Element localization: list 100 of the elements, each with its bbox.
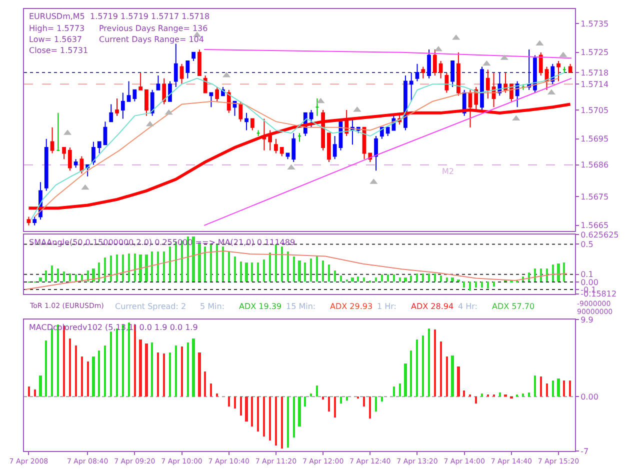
bar: [416, 274, 418, 282]
bar: [192, 338, 195, 397]
bar: [428, 328, 430, 397]
candlestick: [244, 112, 248, 131]
bar: [310, 394, 312, 397]
bar: [422, 336, 424, 397]
bar: [410, 350, 412, 397]
candlestick: [486, 69, 490, 100]
bar: [375, 278, 377, 282]
annotation: High= 1.5773: [29, 24, 85, 33]
bar: [92, 356, 95, 397]
bar: [293, 256, 295, 282]
bar: [416, 340, 418, 397]
bar: [145, 254, 148, 282]
candlestick: [32, 216, 37, 226]
candlestick: [415, 63, 420, 82]
candlestick: [192, 52, 196, 62]
candlestick: [326, 132, 331, 162]
bar: [457, 366, 460, 397]
candlestick: [521, 84, 526, 90]
candlestick: [533, 54, 537, 94]
text: ADX 57.70: [492, 302, 535, 311]
bar: [275, 244, 277, 282]
y-tick-label: 1.5675: [580, 192, 609, 202]
bar: [340, 276, 342, 282]
bar: [204, 246, 206, 282]
candlestick: [56, 112, 60, 151]
candlestick: [556, 60, 560, 82]
candlestick: [409, 72, 414, 102]
bar: [57, 268, 59, 282]
bar: [110, 332, 112, 397]
bar: [151, 252, 153, 282]
bar: [157, 252, 159, 282]
bar: [534, 376, 536, 397]
bar: [357, 276, 359, 282]
bar: [81, 356, 83, 397]
bar: [128, 254, 130, 282]
candlestick: [456, 52, 460, 96]
bar: [546, 384, 548, 397]
bar: [304, 262, 306, 282]
candlestick: [74, 158, 78, 168]
bar: [540, 376, 542, 397]
bar: [281, 246, 283, 282]
bar: [310, 258, 312, 282]
bar: [557, 378, 560, 397]
bar: [281, 396, 283, 449]
text: ADX 19.39: [239, 302, 282, 311]
candlestick: [450, 60, 454, 88]
candlestick: [404, 74, 408, 131]
y-tick-label: 1.5686: [580, 160, 609, 170]
bar: [304, 396, 306, 407]
bar: [269, 396, 271, 441]
candlestick: [144, 89, 148, 116]
bar: [434, 274, 436, 282]
candlestick: [274, 138, 278, 154]
candlestick: [44, 138, 48, 192]
bar: [69, 274, 71, 282]
ref-line-label: M2: [442, 167, 454, 176]
bar: [263, 396, 265, 437]
candlestick: [138, 72, 142, 90]
bar: [387, 274, 389, 282]
bar: [122, 254, 124, 282]
candlestick: [232, 100, 237, 116]
bar: [204, 372, 206, 397]
text: ADX 29.93: [330, 302, 373, 311]
candlestick: [427, 48, 431, 79]
y-tick-label: 1.5725: [580, 48, 609, 58]
bar: [451, 356, 454, 397]
bar: [404, 278, 407, 282]
y-tick-label: 1.5718: [580, 68, 609, 78]
bar: [240, 262, 242, 282]
candlestick: [527, 48, 532, 90]
bar: [563, 380, 565, 397]
bar: [110, 256, 112, 282]
bar: [322, 260, 324, 282]
bar: [540, 268, 542, 282]
candlestick: [298, 132, 302, 142]
bar: [222, 246, 224, 282]
bar: [169, 352, 171, 397]
bar: [293, 396, 295, 438]
bar: [210, 244, 212, 282]
bar: [192, 236, 195, 282]
bar: [57, 324, 59, 397]
bar: [493, 282, 495, 287]
candlestick: [50, 126, 54, 154]
bar: [75, 274, 77, 282]
bar: [393, 274, 395, 282]
point: [482, 60, 491, 66]
bar: [487, 282, 489, 289]
candlestick: [68, 147, 72, 172]
bar: [216, 244, 218, 282]
bar: [240, 396, 242, 416]
candlestick: [174, 43, 178, 88]
bar: [198, 242, 201, 282]
candlestick: [280, 147, 284, 157]
bar: [45, 340, 47, 397]
annotation: Current Days Range= 104: [99, 35, 204, 44]
bar: [552, 264, 554, 282]
bar: [298, 260, 301, 282]
candlestick: [162, 78, 166, 105]
